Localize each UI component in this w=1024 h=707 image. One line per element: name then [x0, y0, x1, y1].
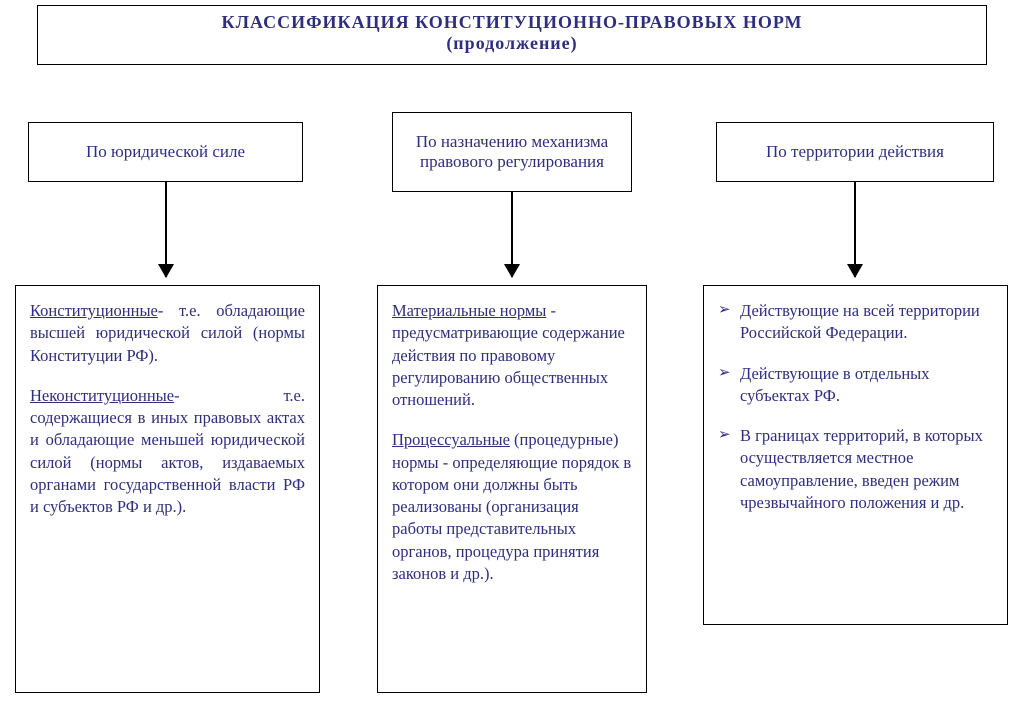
- content-box-1: Конституционные- т.е. обладающие высшей …: [15, 285, 320, 693]
- col3-bullet-1: Действующие на всей территории Российско…: [718, 300, 993, 345]
- col2-para1-term: Материальные нормы: [392, 301, 546, 320]
- col1-para1-term: Конституционные: [30, 301, 158, 320]
- title-box: КЛАССИФИКАЦИЯ КОНСТИТУЦИОННО-ПРАВОВЫХ НО…: [37, 5, 987, 65]
- col1-para2-rest: - т.е. содержащиеся в иных правовых акта…: [30, 386, 305, 516]
- content-box-3: Действующие на всей территории Российско…: [703, 285, 1008, 625]
- col3-bullet-3: В границах территорий, в которых осущест…: [718, 425, 993, 514]
- col1-para1: Конституционные- т.е. обладающие высшей …: [30, 300, 305, 367]
- title-line2: (продолжение): [38, 33, 986, 54]
- col2-para2-rest: (процедурные) нормы - определяющие поряд…: [392, 430, 631, 583]
- category-header-1: По юридической силе: [28, 122, 303, 182]
- arrow-2: [511, 192, 513, 277]
- category-header-3-text: По территории действия: [766, 142, 944, 162]
- col1-para2: Неконституционные- т.е. содержащиеся в и…: [30, 385, 305, 519]
- category-header-1-text: По юридической силе: [86, 142, 245, 162]
- category-header-3: По территории действия: [716, 122, 994, 182]
- col3-bullet-list: Действующие на всей территории Российско…: [718, 300, 993, 514]
- arrow-1: [165, 182, 167, 277]
- title-line1: КЛАССИФИКАЦИЯ КОНСТИТУЦИОННО-ПРАВОВЫХ НО…: [38, 12, 986, 33]
- category-header-2: По назначению механизма правового регули…: [392, 112, 632, 192]
- arrow-3: [854, 182, 856, 277]
- col2-para1: Материальные нормы - предусматривающие с…: [392, 300, 632, 411]
- col1-para2-term: Неконституционные: [30, 386, 174, 405]
- col3-bullet-2: Действующие в отдельных субъектах РФ.: [718, 363, 993, 408]
- content-box-2: Материальные нормы - предусматривающие с…: [377, 285, 647, 693]
- category-header-2-text: По назначению механизма правового регули…: [401, 132, 623, 172]
- col2-para2-term: Процессуальные: [392, 430, 510, 449]
- col2-para2: Процессуальные (процедурные) нормы - опр…: [392, 429, 632, 585]
